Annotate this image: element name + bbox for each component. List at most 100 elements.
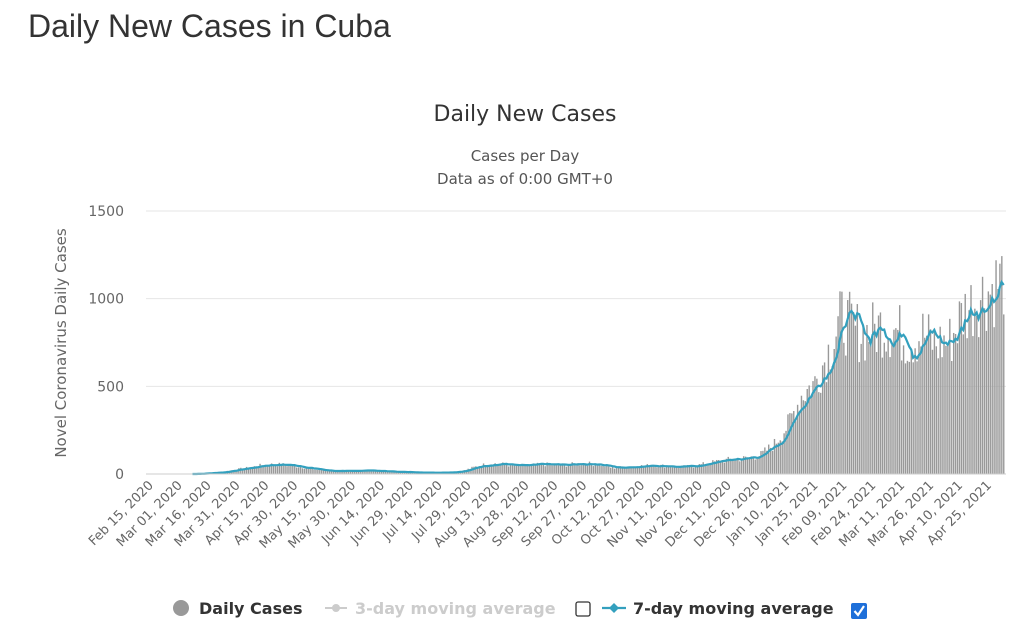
daily-case-bar xyxy=(700,464,702,474)
daily-case-bar xyxy=(689,465,691,474)
three-day-marker-icon xyxy=(332,604,340,612)
daily-case-bar xyxy=(929,329,932,474)
daily-case-bar xyxy=(532,463,535,474)
legend-item-7-day-average[interactable]: 7-day moving average xyxy=(602,599,834,618)
daily-case-bar xyxy=(392,471,394,474)
daily-case-bar xyxy=(475,466,477,474)
daily-case-bar xyxy=(479,466,481,474)
daily-case-bar xyxy=(642,466,645,474)
daily-case-bar xyxy=(346,470,348,474)
daily-case-bar xyxy=(558,465,560,474)
daily-case-bar xyxy=(933,328,936,474)
daily-case-bar xyxy=(484,466,487,474)
legend-item-daily-cases[interactable]: Daily Cases xyxy=(173,599,302,618)
daily-case-bar xyxy=(866,324,868,474)
daily-case-bar xyxy=(240,467,242,474)
daily-case-bar xyxy=(873,323,876,474)
daily-case-bar xyxy=(257,467,259,474)
daily-cases-marker-icon xyxy=(173,600,189,616)
daily-case-bar xyxy=(592,466,595,474)
daily-case-bar xyxy=(694,466,697,474)
daily-case-bar xyxy=(829,369,832,474)
checkbox-7-day-average[interactable] xyxy=(851,603,867,619)
daily-case-bar xyxy=(804,401,807,474)
daily-case-bar xyxy=(960,303,963,474)
daily-case-bar xyxy=(305,467,308,474)
daily-case-bar xyxy=(321,469,323,474)
daily-case-bar xyxy=(319,470,321,474)
daily-case-bar xyxy=(369,471,371,474)
daily-case-bar xyxy=(347,470,350,474)
daily-case-bar xyxy=(282,463,284,474)
daily-case-bar xyxy=(342,470,344,474)
daily-case-bar xyxy=(245,466,248,474)
daily-case-bar xyxy=(619,466,622,474)
daily-case-bar xyxy=(575,465,577,474)
daily-case-bar xyxy=(667,467,670,474)
daily-case-bar xyxy=(631,466,633,474)
daily-case-bar xyxy=(640,465,643,474)
daily-case-bar xyxy=(812,381,814,474)
daily-case-bar xyxy=(748,457,751,474)
daily-case-bar xyxy=(625,468,627,474)
daily-case-bar xyxy=(958,301,961,474)
daily-case-bar xyxy=(821,365,824,474)
daily-case-bar xyxy=(552,465,554,474)
daily-case-bar xyxy=(712,460,714,474)
daily-case-bar xyxy=(581,465,583,474)
daily-case-bar xyxy=(769,447,772,474)
daily-case-bar xyxy=(569,464,571,474)
daily-case-bar xyxy=(823,362,826,474)
daily-case-bar xyxy=(394,472,396,474)
daily-case-bar xyxy=(768,444,770,474)
daily-case-bar xyxy=(559,465,562,474)
daily-case-bar xyxy=(895,328,897,474)
daily-case-bar xyxy=(496,464,498,474)
daily-case-bar xyxy=(236,470,238,474)
daily-case-bar xyxy=(856,304,859,474)
legend-item-3-day-average[interactable]: 3-day moving average xyxy=(325,599,556,618)
daily-case-bar xyxy=(249,467,252,474)
daily-case-bar xyxy=(288,464,290,474)
daily-case-bar xyxy=(663,467,666,474)
daily-case-bar xyxy=(702,462,704,474)
daily-case-bar xyxy=(924,337,926,474)
daily-case-bar xyxy=(848,291,851,474)
daily-case-bar xyxy=(1001,256,1003,474)
daily-case-bar xyxy=(613,468,616,474)
daily-case-bar xyxy=(727,456,729,474)
daily-case-bar xyxy=(635,466,637,474)
daily-case-bar xyxy=(976,315,978,474)
daily-case-bar xyxy=(488,465,491,474)
daily-case-bar xyxy=(983,308,986,474)
daily-case-bar xyxy=(255,467,257,474)
daily-case-bar xyxy=(650,465,652,474)
daily-case-bar xyxy=(542,464,544,474)
daily-case-bar xyxy=(669,466,672,474)
daily-case-bar xyxy=(313,469,315,474)
daily-case-bar xyxy=(611,466,614,474)
daily-case-bar xyxy=(760,451,762,474)
daily-case-bar xyxy=(723,462,726,474)
checkbox-3-day-average[interactable] xyxy=(575,601,591,617)
daily-case-bar xyxy=(662,464,664,474)
daily-case-bar xyxy=(850,303,853,474)
daily-case-bar xyxy=(910,350,912,474)
daily-case-bar xyxy=(583,463,585,474)
daily-case-bar xyxy=(411,472,413,474)
daily-case-bar xyxy=(646,464,649,474)
daily-case-bar xyxy=(297,467,300,474)
daily-case-bar xyxy=(690,466,693,474)
daily-case-bar xyxy=(280,465,282,474)
daily-case-bar xyxy=(798,410,801,474)
daily-case-bar xyxy=(517,465,519,474)
daily-case-bar xyxy=(714,461,716,474)
daily-case-bar xyxy=(796,404,799,474)
daily-case-bar xyxy=(373,470,375,474)
daily-case-bar xyxy=(390,471,392,474)
daily-case-bar xyxy=(731,460,733,474)
daily-case-bar xyxy=(775,443,778,474)
daily-case-bar xyxy=(870,345,872,474)
daily-case-bar xyxy=(783,433,785,474)
daily-case-bar xyxy=(781,441,783,474)
